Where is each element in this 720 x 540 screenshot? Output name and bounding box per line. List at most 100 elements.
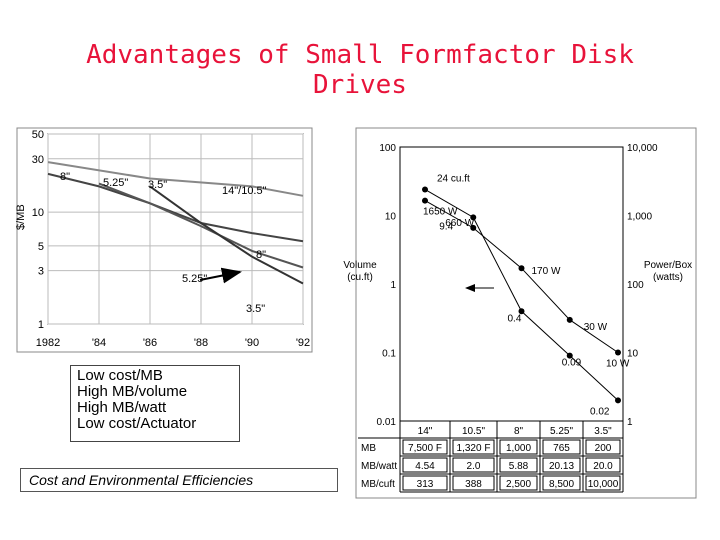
left-series-line	[98, 182, 304, 269]
point-label: 1650 W	[423, 207, 458, 218]
table-cell-border	[499, 439, 538, 455]
table-cell-border	[585, 475, 621, 491]
power-point	[566, 316, 573, 323]
table-cell: 5.88	[509, 461, 529, 472]
benefits-box: Low cost/MB High MB/volume High MB/watt …	[70, 365, 240, 442]
table-cell: 20.0	[593, 461, 613, 472]
table-cell-border	[542, 475, 581, 491]
table-cell: 7,500 F	[408, 443, 442, 454]
left-y-tick-label: 10	[32, 207, 44, 219]
table-cell-border	[402, 457, 448, 473]
left-x-tick-label: 1982	[36, 337, 60, 349]
point-label: 30 W	[584, 322, 608, 333]
point-label: 0.02	[590, 406, 610, 417]
point-label: 0.09	[562, 358, 582, 369]
left-series-line	[149, 185, 304, 285]
point-label: 0.4	[508, 313, 522, 324]
right-right-tick-label: 100	[627, 280, 644, 291]
table-cell: 20.13	[549, 461, 574, 472]
left-y-tick-label: 50	[32, 129, 44, 141]
volume-point	[422, 186, 428, 193]
left-x-ticks: 1982 '84 '86 '88 '90 '92	[36, 337, 310, 349]
volume-point	[518, 308, 525, 315]
spec-table: 14" 10.5" 8" 5.25" 3.5" MB 7,500 F 1,320 F 1,000…	[358, 421, 624, 493]
table-header-cell: 3.5"	[594, 426, 612, 437]
table-cell-border	[402, 439, 448, 455]
right-plot-area	[399, 146, 624, 422]
right-left-axis-label: (cu.ft)	[347, 272, 373, 283]
table-cell-border	[499, 475, 538, 491]
table-cell-border	[542, 439, 581, 455]
table-cell: 313	[417, 479, 434, 490]
table-cell: 4.54	[415, 461, 435, 472]
volume-point	[566, 352, 573, 359]
right-series	[422, 186, 621, 404]
point-label: 660 W	[445, 218, 474, 229]
table-cell-border	[585, 439, 621, 455]
power-point	[615, 349, 621, 356]
left-y-tick-label: 30	[32, 154, 44, 166]
table-header-cell: 5.25"	[550, 426, 573, 437]
power-point	[518, 265, 525, 272]
table-cell: 2.0	[467, 461, 481, 472]
benefit-item: Low cost/Actuator	[77, 415, 197, 432]
table-cell: 10,000	[588, 479, 619, 490]
right-right-axis-label: (watts)	[653, 272, 683, 283]
right-right-tick-label: 1,000	[627, 212, 652, 223]
left-y-axis-label: $/MB	[15, 204, 27, 230]
benefit-item: High MB/watt	[77, 399, 167, 416]
left-series-label: 3.5"	[148, 179, 167, 191]
left-series-label: 3.5"	[246, 303, 265, 315]
left-y-tick-label: 3	[38, 266, 44, 278]
table-cell: 1,000	[506, 443, 531, 454]
left-x-tick-label: '84	[92, 337, 106, 349]
volume-point	[615, 397, 621, 404]
right-axis-labels: Volume(cu.ft) Power/Box(watts)	[343, 260, 692, 283]
power-point	[470, 224, 477, 231]
benefit-item: High MB/volume	[77, 383, 188, 400]
left-series-labels: 8" 5.25" 3.5" 14"/10.5" 8" 5.25" 3.5"	[60, 171, 267, 315]
left-series-label: 8"	[60, 171, 70, 183]
volume-point	[470, 214, 477, 221]
table-cell-border	[542, 457, 581, 473]
table-row-label: MB	[361, 443, 376, 454]
point-label: 24 cu.ft	[437, 173, 470, 184]
right-left-tick-label: 10	[385, 212, 397, 223]
table-cell: 200	[595, 443, 612, 454]
benefit-item: Low cost/MB	[77, 367, 163, 384]
table-header-cell: 10.5"	[462, 426, 485, 437]
table-cell-border	[585, 457, 621, 473]
table-header-cell: 8"	[514, 426, 524, 437]
title-line-1: Advantages of Small Formfactor Disk	[86, 40, 634, 70]
table-cell-border	[402, 475, 448, 491]
table-cell-border	[452, 457, 495, 473]
table-cell-border	[499, 457, 538, 473]
right-left-axis-label: Volume	[343, 260, 377, 271]
point-label: 10 W	[606, 359, 630, 370]
left-series-label: 8"	[256, 249, 266, 261]
left-series	[47, 161, 304, 285]
right-right-tick-label: 10,000	[627, 143, 658, 154]
point-label: 9.4	[439, 221, 453, 232]
right-axis-ticks: 100 10 1 0.1 0.01 10,000 1,000 100 10 1	[377, 143, 658, 428]
left-y-tick-label: 5	[38, 241, 44, 253]
right-left-tick-label: 1	[390, 280, 396, 291]
right-left-tick-label: 0.01	[377, 417, 397, 428]
left-series-label: 5.25"	[103, 177, 128, 189]
right-right-tick-label: 10	[627, 349, 639, 360]
table-cell: 2,500	[506, 479, 531, 490]
left-x-tick-label: '92	[296, 337, 310, 349]
left-series-label: 14"/10.5"	[222, 185, 267, 197]
table-row-label: MB/cuft	[361, 479, 395, 490]
slide-title: Advantages of Small Formfactor Disk Driv…	[0, 40, 720, 100]
table-cell: 765	[553, 443, 570, 454]
point-label: 170 W	[532, 266, 561, 277]
left-arrow	[199, 267, 242, 284]
right-right-axis-label: Power/Box	[644, 260, 692, 271]
power-point	[422, 197, 428, 204]
left-x-tick-label: '86	[143, 337, 157, 349]
left-x-tick-label: '90	[245, 337, 259, 349]
table-cell: 388	[465, 479, 482, 490]
